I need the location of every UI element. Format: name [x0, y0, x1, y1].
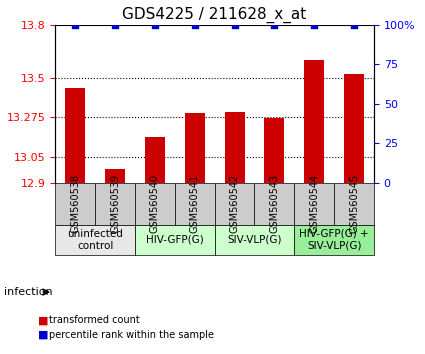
- Point: [271, 22, 278, 28]
- Bar: [344, 74, 364, 183]
- Bar: [334, 183, 374, 225]
- Text: GSM560544: GSM560544: [309, 174, 319, 233]
- Bar: [224, 112, 244, 183]
- Text: GSM560541: GSM560541: [190, 174, 200, 233]
- Text: transformed count: transformed count: [49, 315, 140, 325]
- Bar: [215, 183, 255, 225]
- Text: HIV-GFP(G) +
SIV-VLP(G): HIV-GFP(G) + SIV-VLP(G): [299, 229, 369, 251]
- Bar: [145, 137, 165, 183]
- Bar: [294, 183, 334, 225]
- Bar: [175, 183, 215, 225]
- Bar: [105, 169, 125, 183]
- Text: GSM560542: GSM560542: [230, 174, 240, 233]
- Title: GDS4225 / 211628_x_at: GDS4225 / 211628_x_at: [122, 7, 307, 23]
- Point: [72, 22, 79, 28]
- Point: [191, 22, 198, 28]
- Text: uninfected
control: uninfected control: [67, 229, 123, 251]
- Bar: [264, 118, 284, 183]
- Text: GSM560539: GSM560539: [110, 174, 120, 233]
- Point: [231, 22, 238, 28]
- Text: GSM560543: GSM560543: [269, 174, 279, 233]
- Point: [151, 22, 158, 28]
- Bar: [135, 183, 175, 225]
- Text: HIV-GFP(G): HIV-GFP(G): [146, 235, 204, 245]
- Bar: [215, 225, 294, 255]
- Text: SIV-VLP(G): SIV-VLP(G): [227, 235, 282, 245]
- Bar: [135, 225, 215, 255]
- Bar: [294, 225, 374, 255]
- Point: [311, 22, 317, 28]
- Text: infection: infection: [4, 287, 53, 297]
- Point: [112, 22, 119, 28]
- Point: [351, 22, 357, 28]
- Bar: [55, 225, 135, 255]
- Bar: [55, 183, 95, 225]
- Bar: [304, 60, 324, 183]
- Text: GSM560538: GSM560538: [70, 174, 80, 233]
- Text: ■: ■: [38, 330, 49, 339]
- Bar: [255, 183, 294, 225]
- Text: ■: ■: [38, 315, 49, 325]
- Bar: [185, 113, 205, 183]
- Bar: [65, 88, 85, 183]
- Text: GSM560545: GSM560545: [349, 174, 359, 233]
- Bar: [95, 183, 135, 225]
- Text: GSM560540: GSM560540: [150, 174, 160, 233]
- Text: percentile rank within the sample: percentile rank within the sample: [49, 330, 214, 339]
